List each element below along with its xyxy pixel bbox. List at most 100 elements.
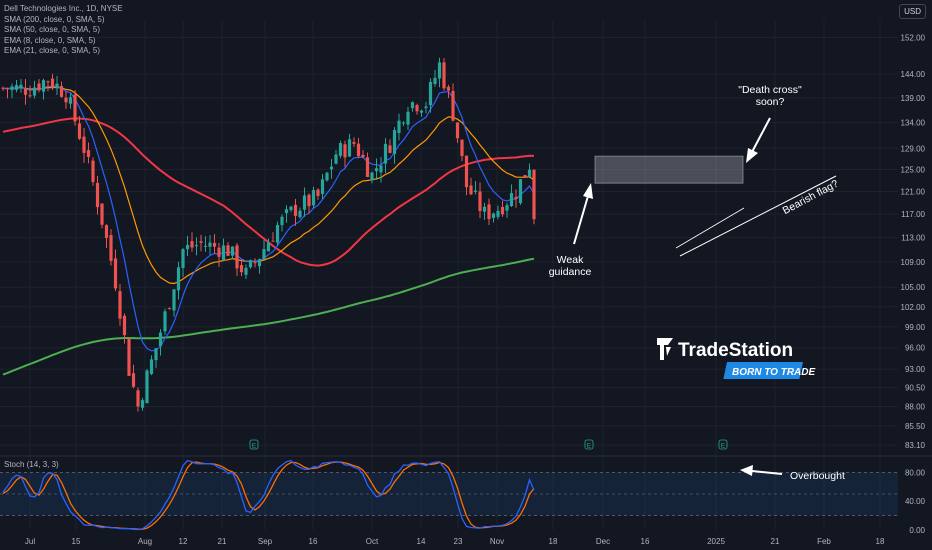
candle-body <box>518 179 523 204</box>
currency-button[interactable]: USD <box>899 4 926 19</box>
candle-body <box>253 262 257 264</box>
chart-title: Dell Technologies Inc., 1D, NYSE <box>4 4 123 13</box>
ema21-line <box>2 86 535 285</box>
candle-body <box>158 332 163 347</box>
candle-body <box>82 136 86 153</box>
candle-body <box>14 85 19 90</box>
stoch-overbought-band <box>0 472 898 516</box>
candle-body <box>221 245 226 260</box>
candle-body <box>176 267 181 291</box>
candle-body <box>271 240 275 242</box>
y-tick-label: 125.00 <box>901 166 926 175</box>
candle-body <box>383 143 388 164</box>
candles <box>1 57 536 412</box>
indicator-sma50[interactable]: SMA (50, close, 0, SMA, 5) <box>4 25 101 34</box>
indicator-ema8[interactable]: EMA (8, close, 0, SMA, 5) <box>4 35 96 45</box>
candle-body <box>397 120 401 134</box>
candle-body <box>275 225 280 243</box>
x-tick-label: Aug <box>138 537 152 546</box>
candle-body <box>230 246 235 256</box>
candle-body <box>509 192 514 207</box>
candle-body <box>356 143 361 157</box>
candle-body <box>226 245 230 256</box>
candle-body <box>473 190 478 192</box>
candle-body <box>316 189 320 196</box>
x-tick-label: 18 <box>876 537 885 546</box>
y-tick-label: 134.00 <box>901 119 926 128</box>
candle-body <box>149 359 154 374</box>
earnings-marker: E <box>584 439 594 450</box>
resistance-rect <box>594 155 744 184</box>
candle-body <box>496 210 500 217</box>
ema8-line <box>2 85 535 352</box>
candle-body <box>104 225 109 238</box>
candle-body <box>257 259 262 267</box>
candle-body <box>302 195 307 210</box>
candle-body <box>86 150 91 157</box>
candle-body <box>298 210 302 218</box>
indicator-ema21[interactable]: EMA (21, close, 0, SMA, 5) <box>4 46 101 55</box>
candle-body <box>19 84 23 88</box>
x-tick-label: 21 <box>771 537 780 546</box>
y-tick-label: 152.00 <box>901 34 926 43</box>
candle-body <box>365 157 370 178</box>
candle-body <box>28 95 32 97</box>
bearish-flag-annotation: Bearish flag? <box>781 178 841 217</box>
candle-body <box>280 216 284 226</box>
candle-body <box>172 289 176 311</box>
candle-body <box>118 291 122 319</box>
x-tick-label: 23 <box>454 537 463 546</box>
y-tick-label: 90.50 <box>905 384 926 393</box>
flag-lower-line <box>675 207 745 249</box>
candle-body <box>325 172 329 181</box>
candle-body <box>388 145 392 153</box>
arrow-icon <box>573 117 783 476</box>
candle-body <box>41 80 46 92</box>
candle-body <box>244 267 248 275</box>
candle-body <box>451 90 455 121</box>
candle-body <box>370 172 374 181</box>
candle-body <box>131 373 136 387</box>
candle-body <box>460 139 464 157</box>
candle-body <box>532 169 536 220</box>
candle-body <box>329 166 334 170</box>
candle-body <box>46 81 50 83</box>
flag-upper-line <box>679 175 837 257</box>
y-tick-label: 88.00 <box>905 402 926 411</box>
bearish-flag-lines <box>675 175 837 257</box>
x-tick-label: 16 <box>641 537 650 546</box>
y-tick-label: 129.00 <box>901 144 926 153</box>
indicator-sma200[interactable]: SMA (200, close, 0, SMA, 5) <box>4 14 105 24</box>
candle-body <box>442 62 446 89</box>
candle-body <box>145 370 149 404</box>
candle-body <box>109 235 113 261</box>
candle-body <box>100 203 104 225</box>
candle-body <box>217 247 221 257</box>
x-tick-label: Dec <box>596 537 610 546</box>
candle-body <box>91 160 95 183</box>
candle-body <box>163 311 167 332</box>
candle-body <box>289 206 293 210</box>
candle-body <box>127 338 131 376</box>
y-tick-label: 121.00 <box>901 187 926 196</box>
chart-legend: Dell Technologies Inc., 1D, NYSE SMA (20… <box>4 4 123 57</box>
candle-body <box>239 265 244 273</box>
stoch-label[interactable]: Stoch (14, 3, 3) <box>4 460 59 469</box>
candle-body <box>514 196 518 199</box>
y-tick-label: 144.00 <box>901 70 926 79</box>
candle-body <box>379 165 383 173</box>
annotations: "Death cross" soon? Weak guidance Bearish … <box>549 84 845 482</box>
stoch-tick-label: 80.00 <box>905 468 926 477</box>
x-tick-label: Jul <box>25 537 35 546</box>
sma200-line <box>2 257 535 376</box>
candle-body <box>419 110 424 113</box>
y-tick-label: 105.00 <box>901 283 926 292</box>
y-tick-label: 139.00 <box>901 94 926 103</box>
candle-body <box>338 143 343 156</box>
candle-body <box>235 245 239 269</box>
x-tick-label: 21 <box>218 537 227 546</box>
candle-body <box>185 244 190 250</box>
candle-body <box>248 260 253 268</box>
svg-text:E: E <box>587 443 592 450</box>
